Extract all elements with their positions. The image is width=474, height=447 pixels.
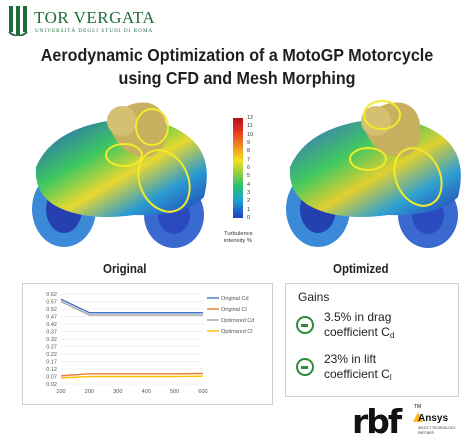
coefficient-chart-svg: 0.62 0.570.52 0.470.42 0.370.32 0.270.22 0.17… — [46, 292, 254, 395]
turbulence-colorbar: 12 11 10 9 8 7 6 5 4 3 2 1 0 Turbulence intensity % — [222, 115, 270, 258]
rbf-trademark: TM — [414, 404, 422, 410]
highlight-front — [349, 147, 387, 171]
x-tick-label: 200 — [85, 389, 94, 395]
colorbar-label-line-2: intensity % — [224, 238, 253, 244]
y-tick-label: 0.17 — [46, 360, 57, 366]
x-tick-label: 600 — [198, 389, 207, 395]
colorbar-label-line-1: Turbulence — [224, 231, 253, 237]
legend-label: Original Cl — [221, 307, 247, 313]
y-tick-label: 0.32 — [46, 337, 57, 343]
x-tick-label: 500 — [170, 389, 179, 395]
title-line-2: using CFD and Mesh Morphing — [118, 68, 356, 88]
series-line — [60, 375, 204, 379]
colorbar-tick: 11 — [247, 123, 253, 130]
legend-label: Optimized Cd — [221, 318, 254, 324]
colorbar-tick: 4 — [247, 181, 251, 188]
series-line — [60, 298, 203, 314]
y-tick-label: 0.52 — [46, 307, 57, 313]
y-tick-label: 0.07 — [46, 375, 57, 381]
gains-title: Gains — [298, 290, 330, 304]
colorbar-tick: 8 — [247, 148, 251, 155]
y-tick-label: 0.37 — [46, 330, 57, 336]
lift-gain-row: 23% in lift coefficient Cl — [296, 352, 456, 388]
y-tick-label: 0.27 — [46, 345, 57, 351]
highlight-side — [137, 149, 191, 213]
lift-subscript: l — [389, 373, 392, 382]
ansys-chevron-icon — [413, 412, 423, 422]
colorbar-tick: 10 — [247, 131, 254, 138]
colorbar-tick: 12 — [247, 115, 254, 121]
colorbar-tick: 2 — [247, 198, 251, 205]
y-tick-label: 0.42 — [46, 322, 57, 328]
optimized-bike-render — [286, 100, 461, 248]
highlight-helmet — [135, 108, 169, 146]
colorbar-tick: 1 — [247, 206, 251, 213]
legend-label: Optimized Cl — [221, 329, 252, 335]
original-bike-render — [32, 102, 207, 248]
x-tick-label: 400 — [142, 389, 151, 395]
helmet — [107, 106, 137, 136]
colorbar-tick: 7 — [247, 156, 251, 163]
gains-panel: Gains 3.5% in drag coefficient Cd 23% in… — [285, 283, 459, 397]
university-subtitle: UNIVERSITÀ DEGLI STUDI DI ROMA — [35, 28, 154, 34]
university-logo: TOR VERGATA UNIVERSITÀ DEGLI STUDI DI RO… — [8, 6, 198, 38]
colorbar-gradient — [233, 118, 243, 218]
series-line — [60, 300, 203, 316]
lift-gain-line-2: coefficient C — [324, 367, 390, 381]
legend-label: Original Cd — [221, 296, 249, 302]
optimized-caption: Optimized — [333, 262, 389, 276]
y-tick-label: 0.47 — [46, 315, 57, 321]
series-line — [60, 372, 204, 377]
ansys-logo: Ansys — [418, 413, 449, 424]
y-tick-label: 0.02 — [46, 382, 57, 388]
y-tick-label: 0.57 — [46, 300, 57, 306]
colorbar-tick: 6 — [247, 165, 251, 171]
colorbar-tick: 0 — [247, 215, 251, 221]
drag-gain-line-2: coefficient C — [324, 325, 390, 339]
drag-subscript: d — [389, 331, 395, 340]
rbf-logo: rbf — [352, 402, 402, 441]
drag-gain-text: 3.5% in drag coefficient Cd — [324, 310, 394, 343]
lift-gain-text: 23% in lift coefficient Cl — [324, 352, 392, 385]
colorbar-tick: 9 — [247, 140, 251, 146]
drag-gain-row: 3.5% in drag coefficient Cd — [296, 310, 456, 346]
lift-gain-line-1: 23% in lift — [324, 352, 377, 366]
highlight-side — [393, 147, 443, 207]
y-tick-label: 0.12 — [46, 367, 57, 373]
colorbar-tick: 5 — [247, 173, 251, 180]
highlight-front — [105, 143, 143, 167]
ansys-partner-text: SELECT TECHNOLOGY PARTNER — [418, 426, 456, 435]
poster-title: Aerodynamic Optimization of a MotoGP Mot… — [19, 44, 455, 90]
x-tick-label: 300 — [113, 389, 122, 395]
highlight-helmet — [363, 100, 401, 130]
coefficient-chart: 0.62 0.57 0.52 0.47 0.42 0.37 0.32 0.27 0.22 0.17… — [22, 283, 273, 405]
university-emblem-icon — [8, 6, 28, 36]
title-line-1: Aerodynamic Optimization of a MotoGP Mot… — [40, 45, 434, 65]
y-tick-label: 0.22 — [46, 352, 57, 358]
x-tick-label: 100 — [56, 389, 65, 395]
minus-circle-icon — [296, 358, 314, 376]
drag-gain-line-1: 3.5% in drag — [324, 310, 392, 324]
colorbar-tick: 3 — [247, 190, 251, 196]
y-tick-label: 0.62 — [46, 292, 57, 298]
university-name: TOR VERGATA — [34, 8, 156, 27]
colorbar-label: Turbulence intensity % — [224, 231, 270, 245]
original-caption: Original — [103, 262, 147, 276]
minus-circle-icon — [296, 316, 314, 334]
